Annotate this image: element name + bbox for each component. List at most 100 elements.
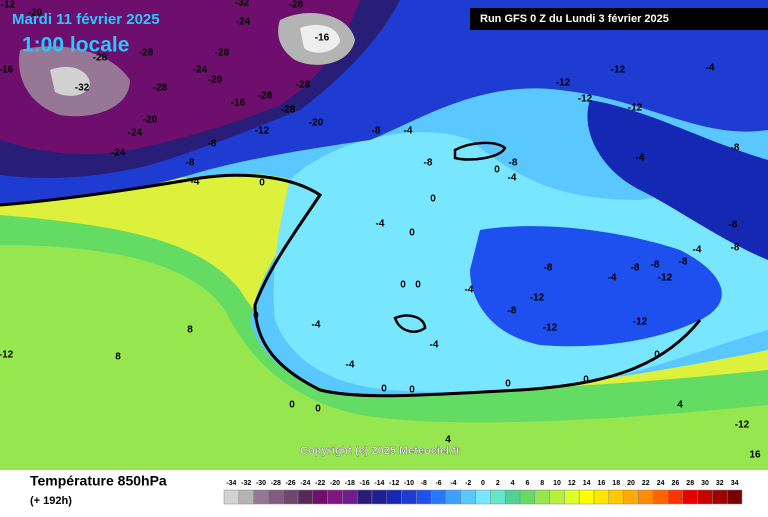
scale-swatch [445,489,462,505]
contour-label: -8 [509,158,518,169]
scale-tick-label: 18 [612,480,620,487]
scale-tick-label: 10 [553,480,561,487]
contour-label: -12 [658,273,673,284]
contour-label: -24 [128,128,143,139]
date-label: Mardi 11 février 2025 [12,11,160,28]
contour-label: -28 [215,48,230,59]
time-label: 1:00 locale [22,34,129,57]
scale-tick-label: -20 [330,480,340,487]
contour-label: -12 [1,0,16,11]
scale-swatch [356,489,373,505]
scale-tick-label: 14 [583,480,591,487]
contour-label: 16 [749,450,761,461]
contour-label: -8 [544,263,553,274]
scale-tick-label: 0 [481,480,485,487]
contour-label: -4 [346,360,355,371]
scale-swatch [638,489,654,505]
scale-tick-label: -28 [271,480,281,487]
contour-label: -4 [608,273,617,284]
scale-swatch [342,489,358,505]
contour-label: -28 [139,48,154,59]
contour-label: -12 [556,78,571,89]
scale-tick-label: -4 [450,480,456,487]
contour-label: -12 [628,103,643,114]
contour-label: -28 [281,105,296,116]
scale-swatch [667,489,684,505]
contour-label: -4 [191,177,200,188]
contour-label: -16 [231,98,246,109]
contour-label: -28 [296,80,311,91]
scale-swatch [282,489,299,505]
scale-tick-label: -30 [256,480,266,487]
scale-swatch [578,489,595,505]
scale-tick-label: 8 [540,480,544,487]
contour-label: -4 [376,219,385,230]
contour-labels: -12-20-24-32 -28-16-16-28-32-28 -28-24-20-… [0,0,761,461]
contour-label: -12 [543,323,558,334]
contour-label: -8 [186,158,195,169]
contour-label: -12 [633,317,648,328]
contour-label: -4 [404,126,413,137]
contour-label: 0 [289,400,295,411]
scale-swatch [312,489,328,505]
contour-label: -4 [508,173,517,184]
scale-swatch [371,489,388,505]
run-label: Run GFS 0 Z du Lundi 3 février 2025 [480,13,669,25]
scale-swatch [504,489,521,505]
contour-label: -24 [193,65,208,76]
contour-label: 0 [381,384,387,395]
scale-tick-label: 28 [686,480,694,487]
scale-swatch [401,489,417,505]
contour-label: -12 [735,420,750,431]
scale-tick-label: -18 [345,480,355,487]
contour-label: -8 [631,263,640,274]
scale-swatch [712,489,728,505]
contour-label: -4 [693,245,702,256]
contour-label: -28 [153,83,168,94]
contour-label: -32 [235,0,250,9]
contour-label: -8 [651,260,660,271]
contour-label: -28 [258,91,273,102]
contour-label: 0 [253,311,259,322]
scale-swatch [652,489,669,505]
scale-tick-label: 32 [716,480,724,487]
scale-swatch [223,489,240,505]
contour-label: 8 [115,352,121,363]
scale-tick-label: -12 [389,480,399,487]
scale-tick-label: -2 [465,480,471,487]
contour-label: -4 [430,340,439,351]
scale-swatch [268,489,284,505]
contour-label: 0 [409,228,415,239]
scale-swatch [430,489,447,505]
contour-label: -20 [309,118,324,129]
scale-tick-label: -8 [421,480,427,487]
scale-tick-label: 2 [496,480,500,487]
contour-label: 0 [505,379,511,390]
contour-label: -20 [143,115,158,126]
contour-label: 0 [400,280,406,291]
scale-tick-label: 6 [525,480,529,487]
contour-label: -4 [636,153,645,164]
contour-label: -20 [208,75,223,86]
scale-swatch [726,489,743,505]
contour-label: -12 [578,94,593,105]
contour-label: -8 [372,126,381,137]
scale-tick-label: 16 [598,480,606,487]
contour-label: -12 [0,350,14,361]
scale-swatch [297,489,314,505]
contour-label: -8 [208,139,217,150]
footer-lead: (+ 192h) [30,495,72,507]
scale-swatch [238,489,254,505]
contour-label: 8 [187,325,193,336]
contour-label: -8 [731,143,740,154]
scale-swatch [253,489,269,505]
scale-swatch [475,489,491,505]
contour-label: -32 [75,83,90,94]
scale-swatch [460,489,476,505]
map [0,0,768,470]
scale-swatch [593,489,610,505]
scale-tick-label: 26 [672,480,680,487]
scale-swatch [490,489,506,505]
contour-label: 0 [654,350,660,361]
